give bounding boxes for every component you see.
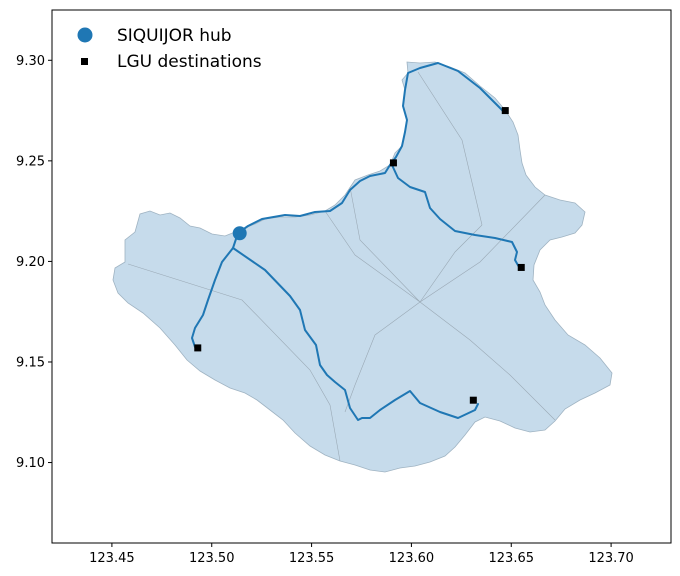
x-tick-label: 123.60 [389, 551, 435, 566]
legend-destination-label: LGU destinations [117, 52, 262, 72]
municipal-boundaries [127, 71, 556, 462]
y-tick-label: 9.20 [16, 255, 45, 270]
y-tick-label: 9.15 [16, 355, 45, 370]
y-axis: 9.10 9.15 9.20 9.25 9.30 [16, 54, 52, 471]
legend-destination-marker [81, 58, 88, 65]
legend-hub-label: SIQUIJOR hub [117, 26, 232, 46]
y-tick-label: 9.10 [16, 456, 45, 471]
destination-markers [194, 107, 525, 404]
y-tick-label: 9.30 [16, 54, 45, 69]
destination-marker-3 [517, 263, 525, 271]
destination-marker-5 [469, 396, 477, 404]
plot-frame [51, 9, 672, 544]
x-tick-label: 123.45 [89, 551, 135, 566]
x-tick-label: 123.55 [289, 551, 335, 566]
destination-marker-1 [389, 159, 397, 167]
destination-marker-4 [194, 344, 202, 352]
legend-hub-marker [77, 27, 93, 43]
x-tick-label: 123.65 [489, 551, 535, 566]
x-axis: 123.45 123.50 123.55 123.60 123.65 123.70 [89, 543, 634, 566]
x-tick-label: 123.70 [588, 551, 634, 566]
destination-marker-2 [501, 107, 509, 115]
hub-marker-siquijor [232, 226, 247, 241]
y-tick-label: 9.25 [16, 154, 45, 169]
x-tick-label: 123.50 [189, 551, 235, 566]
legend: SIQUIJOR hub LGU destinations [77, 26, 262, 72]
